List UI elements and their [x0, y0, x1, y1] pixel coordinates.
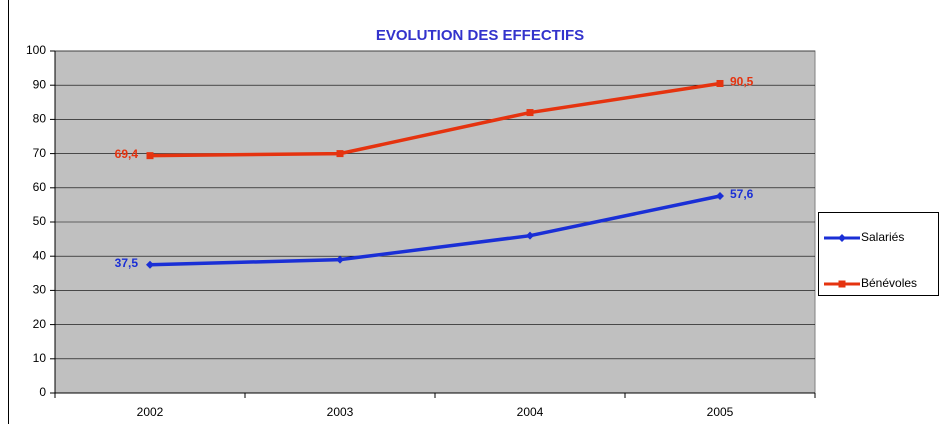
data-label: 37,5 [115, 256, 139, 270]
x-tick-label: 2005 [707, 405, 734, 419]
marker [336, 255, 344, 264]
x-tick-label: 2002 [137, 405, 164, 419]
y-tick-label: 40 [33, 248, 47, 262]
marker [838, 280, 846, 288]
y-tick-label: 100 [26, 43, 46, 57]
series-line [149, 194, 721, 267]
marker [146, 152, 154, 160]
y-tick-label: 20 [33, 317, 47, 331]
data-label: 57,6 [730, 187, 754, 201]
y-tick-label: 10 [33, 351, 47, 365]
y-tick-label: 50 [33, 214, 47, 228]
y-tick-label: 90 [33, 77, 47, 91]
marker [526, 231, 534, 240]
y-tick-label: 70 [33, 146, 47, 160]
y-tick-label: 80 [33, 112, 47, 126]
legend-label: Bénévoles [861, 276, 917, 290]
legend-label: Salariés [861, 230, 904, 244]
y-tick-label: 30 [33, 283, 47, 297]
series-line [149, 81, 721, 158]
y-tick-label: 60 [33, 180, 47, 194]
marker [838, 234, 846, 242]
data-label: 69,4 [115, 147, 139, 161]
x-tick-label: 2003 [327, 405, 354, 419]
y-tick-label: 0 [39, 385, 46, 399]
data-label: 90,5 [730, 75, 754, 89]
chart-title: EVOLUTION DES EFFECTIFS [376, 27, 584, 44]
x-tick-label: 2004 [517, 405, 544, 419]
marker [526, 109, 534, 117]
marker [716, 192, 724, 201]
marker [146, 260, 154, 269]
marker [716, 79, 724, 87]
marker [336, 150, 344, 158]
